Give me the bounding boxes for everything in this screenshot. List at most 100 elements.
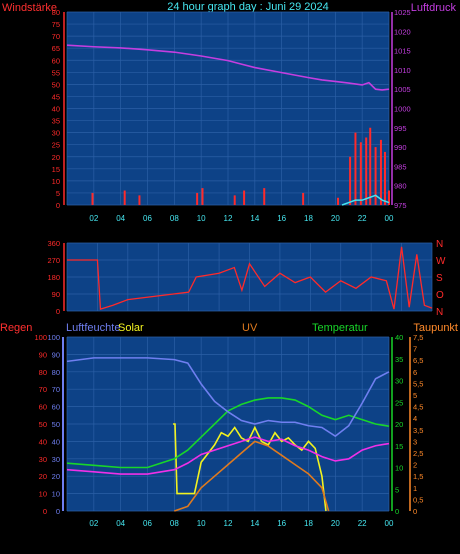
pressure-tick-label: 1020 [394, 27, 411, 36]
hour-tick-label: 12 [224, 214, 233, 223]
dewpoint-tick-label: 6,5 [413, 356, 423, 365]
wind-tick-label: 65 [52, 44, 60, 53]
wind-tick-label: 30 [52, 129, 60, 138]
wind-pressure-grid [63, 11, 393, 206]
hour-tick-label: 14 [250, 519, 259, 528]
direction-tick-label: 0 [56, 307, 60, 316]
rain-axis-label: Regen [0, 322, 32, 334]
hour-tick-label: 08 [170, 519, 179, 528]
temperature-tick-label: 35 [395, 355, 403, 364]
wind-direction-line [67, 246, 433, 310]
wind-tick-label: 0 [56, 201, 60, 210]
wind-direction-grid [63, 242, 433, 312]
wind-tick-label: 5 [56, 189, 60, 198]
dewpoint-tick-label: 1 [413, 484, 417, 493]
dewpoint-tick-label: 4,5 [413, 403, 423, 412]
hour-tick-label: 20 [331, 214, 340, 223]
dewpoint-tick-label: 5 [413, 391, 417, 400]
humidity-tick-label: 50 [52, 420, 60, 429]
humidity-tick-label: 80 [52, 368, 60, 377]
dewpoint-tick-label: 3,5 [413, 426, 423, 435]
rain-tick-label: 0 [43, 507, 47, 516]
hour-tick-label: 02 [89, 519, 98, 528]
rain-tick-label: 20 [39, 472, 47, 481]
wind-tick-label: 15 [52, 165, 60, 174]
rain-tick-label: 10 [39, 490, 47, 499]
compass-label: W [436, 256, 446, 267]
climate-grid [66, 336, 390, 512]
humidity-tick-label: 60 [52, 403, 60, 412]
hour-tick-label: 18 [304, 519, 313, 528]
wind-tick-label: 10 [52, 177, 60, 186]
temperature-tick-label: 15 [395, 442, 403, 451]
wind-tick-label: 55 [52, 68, 60, 77]
wind-tick-label: 50 [52, 80, 60, 89]
dewpoint-tick-label: 2 [413, 461, 417, 470]
rain-tick-label: 100 [34, 333, 47, 342]
wind-tick-label: 80 [52, 8, 60, 17]
hour-tick-label: 12 [224, 519, 233, 528]
wind-tick-label: 75 [52, 20, 60, 29]
chart-title: 24 hour graph day : Juni 29 2024 [167, 1, 328, 13]
dewpoint-tick-label: 2,5 [413, 449, 423, 458]
direction-tick-label: 270 [47, 256, 60, 265]
rain-tick-label: 50 [39, 420, 47, 429]
temperature-tick-label: 20 [395, 420, 403, 429]
rain-tick-label: 30 [39, 455, 47, 464]
wind-direction-marks [67, 246, 433, 310]
humidity-tick-label: 90 [52, 350, 60, 359]
rain-tick-label: 60 [39, 403, 47, 412]
dewpoint-tick-label: 0 [413, 507, 417, 516]
wind-tick-label: 70 [52, 32, 60, 41]
wind-tick-label: 40 [52, 105, 60, 114]
hour-tick-label: 04 [116, 519, 125, 528]
wind-pressure-marks [66, 44, 390, 206]
hour-tick-label: 06 [143, 214, 152, 223]
pressure-tick-label: 990 [394, 143, 407, 152]
uv-line [174, 440, 330, 512]
dewpoint-axis-label: Taupunkt [413, 322, 458, 334]
pressure-tick-label: 975 [394, 201, 407, 210]
hour-tick-label: 20 [331, 519, 340, 528]
temperature-axis-label: Temperatur [312, 322, 368, 334]
rain-tick-label: 90 [39, 350, 47, 359]
hour-tick-label: 18 [304, 214, 313, 223]
pressure-tick-label: 1015 [394, 47, 411, 56]
rain-tick-label: 40 [39, 437, 47, 446]
rain-tick-label: 80 [39, 368, 47, 377]
humidity-tick-label: 10 [52, 490, 60, 499]
hour-tick-label: 16 [277, 214, 286, 223]
humidity-tick-label: 20 [52, 472, 60, 481]
axis-ticks: 0510152025303540455055606570758097598098… [34, 8, 423, 528]
temperature-tick-label: 30 [395, 377, 403, 386]
hour-tick-label: 10 [197, 519, 206, 528]
hour-tick-label: 08 [170, 214, 179, 223]
wind-tick-label: 60 [52, 56, 60, 65]
pressure-tick-label: 1025 [394, 8, 411, 17]
hour-tick-label: 04 [116, 214, 125, 223]
temperature-tick-label: 5 [395, 485, 399, 494]
direction-tick-label: 90 [52, 290, 60, 299]
wind-tick-label: 20 [52, 153, 60, 162]
dewpoint-tick-label: 7,5 [413, 333, 423, 342]
wind-tick-label: 35 [52, 117, 60, 126]
solar-axis-label: Solar [118, 322, 144, 334]
temperature-tick-label: 10 [395, 464, 403, 473]
pressure-tick-label: 1005 [394, 85, 411, 94]
hour-tick-label: 06 [143, 519, 152, 528]
compass-label: S [436, 273, 443, 284]
temperature-line [66, 397, 390, 469]
compass-label: N [436, 307, 443, 318]
pressure-tick-label: 980 [394, 182, 407, 191]
wind-tick-label: 25 [52, 141, 60, 150]
hour-tick-label: 14 [250, 214, 259, 223]
hour-tick-label: 16 [277, 519, 286, 528]
humidity-line [66, 357, 390, 438]
temperature-tick-label: 25 [395, 398, 403, 407]
humidity-tick-label: 30 [52, 455, 60, 464]
dewpoint-tick-label: 1,5 [413, 472, 423, 481]
dewpoint-tick-label: 0,5 [413, 495, 423, 504]
